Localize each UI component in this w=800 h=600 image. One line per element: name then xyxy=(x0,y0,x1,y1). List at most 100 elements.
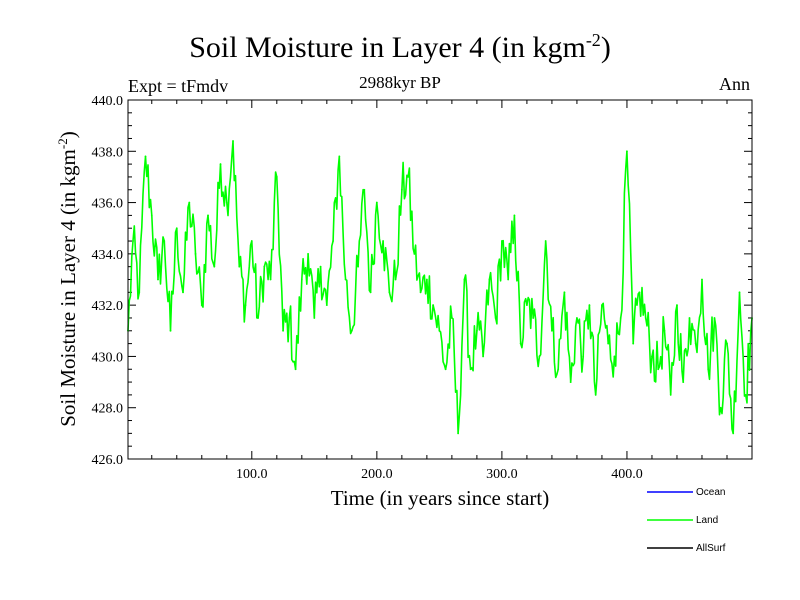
data-point xyxy=(244,304,247,307)
data-point xyxy=(294,368,297,371)
y-tick-label: 438.0 xyxy=(92,145,124,160)
data-point xyxy=(157,278,159,281)
plot-frame xyxy=(127,99,753,460)
data-point xyxy=(425,278,428,281)
data-point xyxy=(569,381,572,383)
data-point xyxy=(638,291,641,294)
data-point xyxy=(375,201,378,204)
data-point xyxy=(551,329,553,332)
data-point xyxy=(432,304,435,307)
data-point xyxy=(182,291,184,294)
data-point xyxy=(238,265,241,268)
data-point xyxy=(475,329,478,332)
data-point xyxy=(607,342,610,345)
data-point xyxy=(594,393,597,396)
x-tick-label: 300.0 xyxy=(486,467,518,482)
data-point xyxy=(701,278,703,281)
data-point xyxy=(688,317,691,319)
data-point xyxy=(382,240,385,242)
y-tick-label: 430.0 xyxy=(92,350,124,365)
data-point xyxy=(482,355,485,358)
data-point xyxy=(150,214,153,217)
y-tick-labels: 426.0 428.0 430.0 432.0 434.0 436.0 438.0 440.0 xyxy=(92,94,124,468)
data-point xyxy=(632,342,635,345)
data-point xyxy=(532,317,535,319)
data-point xyxy=(269,278,272,281)
data-point xyxy=(344,278,347,281)
data-point xyxy=(213,265,216,268)
x-tick-label: 100.0 xyxy=(236,467,268,482)
legend-label: AllSurf xyxy=(696,543,726,554)
chart-subtitle: 2988kyr BP xyxy=(359,73,441,92)
data-point xyxy=(676,304,678,307)
data-point xyxy=(357,265,359,268)
series-line-land xyxy=(127,140,753,435)
data-point xyxy=(169,329,172,332)
experiment-label: Expt = tFmdv xyxy=(128,76,229,96)
data-point xyxy=(132,240,134,242)
data-point xyxy=(400,188,403,191)
data-point xyxy=(469,368,472,371)
x-tick-label: 200.0 xyxy=(361,467,393,482)
data-point xyxy=(325,304,328,307)
data-point xyxy=(250,240,253,242)
data-point xyxy=(626,150,628,153)
data-point xyxy=(463,278,466,281)
y-tick-label: 440.0 xyxy=(92,94,124,109)
data-point xyxy=(194,252,197,255)
x-tick-label: 400.0 xyxy=(611,467,643,482)
data-point xyxy=(319,265,322,268)
data-point xyxy=(538,355,541,358)
data-point xyxy=(519,342,522,345)
data-point xyxy=(175,227,178,230)
data-point xyxy=(338,155,341,158)
season-label: Ann xyxy=(719,74,750,94)
data-point xyxy=(263,265,266,268)
data-point xyxy=(225,201,228,204)
data-point xyxy=(144,155,147,158)
data-point xyxy=(582,355,585,358)
data-point xyxy=(369,291,372,294)
data-point xyxy=(669,393,672,396)
y-tick-label: 428.0 xyxy=(92,402,124,417)
data-point xyxy=(419,291,422,294)
data-point xyxy=(200,304,203,307)
data-point xyxy=(363,188,366,191)
data-point xyxy=(350,329,353,332)
data-point xyxy=(513,214,516,217)
data-point xyxy=(663,329,666,332)
data-point xyxy=(707,368,710,371)
data-point xyxy=(500,240,503,242)
data-point xyxy=(407,176,410,178)
data-point xyxy=(444,368,447,371)
data-point xyxy=(694,342,697,345)
data-point xyxy=(619,317,622,319)
data-point xyxy=(207,214,209,217)
data-point xyxy=(494,317,497,319)
data-point xyxy=(257,317,259,319)
data-point xyxy=(138,291,141,294)
data-point xyxy=(738,291,741,294)
data-point xyxy=(576,317,578,319)
data-point xyxy=(557,368,560,371)
y-tick-label: 432.0 xyxy=(92,299,124,314)
data-point xyxy=(394,278,397,281)
data-point xyxy=(232,140,234,142)
axis-ticks xyxy=(128,99,752,460)
legend-label: Land xyxy=(696,515,718,526)
chart-title: Soil Moisture in Layer 4 (in kgm-2) xyxy=(189,30,611,64)
data-point xyxy=(601,304,603,307)
data-point xyxy=(713,317,716,319)
series-layer xyxy=(127,140,753,435)
data-point xyxy=(413,252,416,255)
data-point xyxy=(544,240,547,242)
data-point xyxy=(457,432,460,435)
data-point xyxy=(307,252,309,255)
y-axis-label: Soil Moisture in Layer 4 (in kgm-2) xyxy=(55,131,80,427)
data-point xyxy=(313,317,316,319)
data-point xyxy=(744,393,747,396)
data-point xyxy=(288,317,291,319)
y-tick-label: 436.0 xyxy=(92,197,124,212)
data-point xyxy=(282,329,284,332)
